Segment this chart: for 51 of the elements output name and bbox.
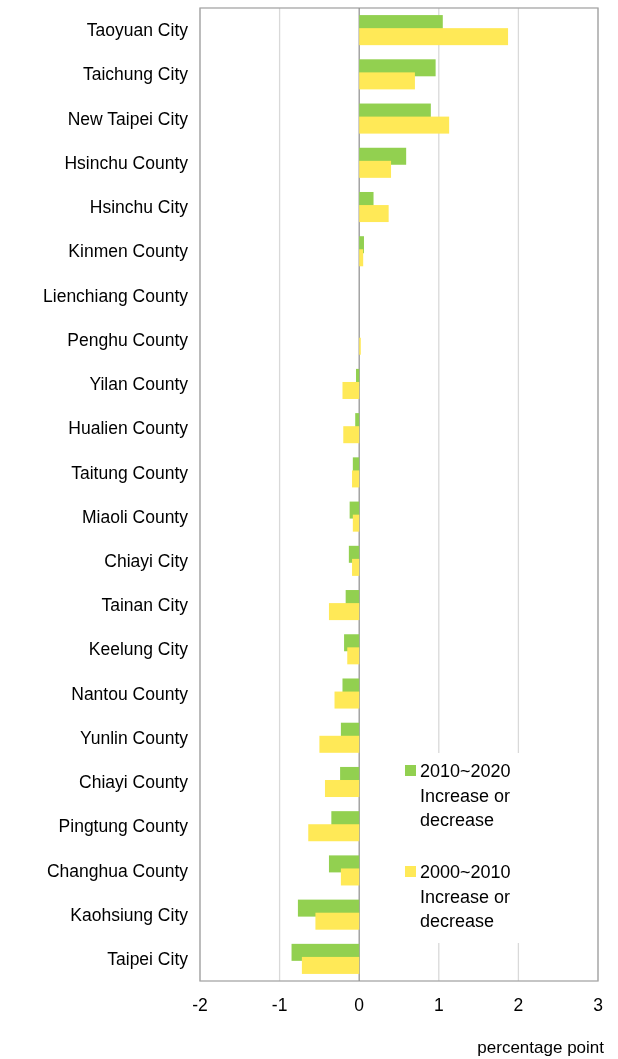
y-tick-label: Miaoli County [81,506,189,527]
y-tick-label: Hsinchu County [64,152,189,173]
bar [308,824,360,842]
y-tick-label: Tainan City [101,595,189,616]
bar [352,514,360,532]
bar [359,28,509,46]
y-tick-label: Lienchiang County [43,285,189,306]
bar [315,912,360,930]
x-tick-label: 3 [593,995,603,1015]
y-tick-label: Chiayi City [104,550,189,571]
y-tick-label: Keelung City [88,639,189,660]
y-tick-label: Taipei City [107,949,189,970]
bar [359,160,392,178]
y-tick-label: Changhua County [46,860,189,881]
bar [319,735,360,753]
bar [359,72,415,90]
legend-label: 2010~2020 Increase or decrease [420,761,511,830]
y-tick-label: Nantou County [71,683,189,704]
x-tick-label: -2 [192,995,208,1015]
y-tick-label: New Taipei City [67,108,189,129]
bar [352,558,360,576]
y-tick-label: Kaohsiung City [70,904,189,925]
bar [359,205,389,223]
legend-label: 2000~2010 Increase or decrease [420,862,511,931]
x-tick-label: 1 [433,995,444,1015]
bar [352,470,360,488]
x-axis-title: percentage point [477,1038,605,1057]
y-tick-label: Taitung County [71,462,189,483]
bar [328,603,360,621]
y-tick-label: Penghu County [67,329,189,350]
bar [359,116,450,134]
bar [342,381,360,399]
y-tick-label: Chiayi County [79,772,189,793]
y-tick-label: Pingtung County [58,816,189,837]
bar [347,647,360,665]
y-tick-label: Hualien County [68,418,189,439]
bar [301,956,360,974]
y-tick-label: Yilan County [89,374,189,395]
bar [359,249,364,267]
y-tick-label: Taoyuan City [86,20,189,41]
x-tick-label: 0 [354,995,365,1015]
x-tick-label: -1 [271,995,288,1015]
bar [340,868,360,886]
bar [343,426,360,444]
y-tick-label: Hsinchu City [89,197,189,218]
y-tick-label: Taichung City [82,64,189,85]
y-tick-label: Kinmen County [68,241,189,262]
y-tick-label: Yunlin County [80,727,189,748]
bar [334,691,360,709]
x-tick-label: 2 [513,995,524,1015]
bar [324,780,360,798]
